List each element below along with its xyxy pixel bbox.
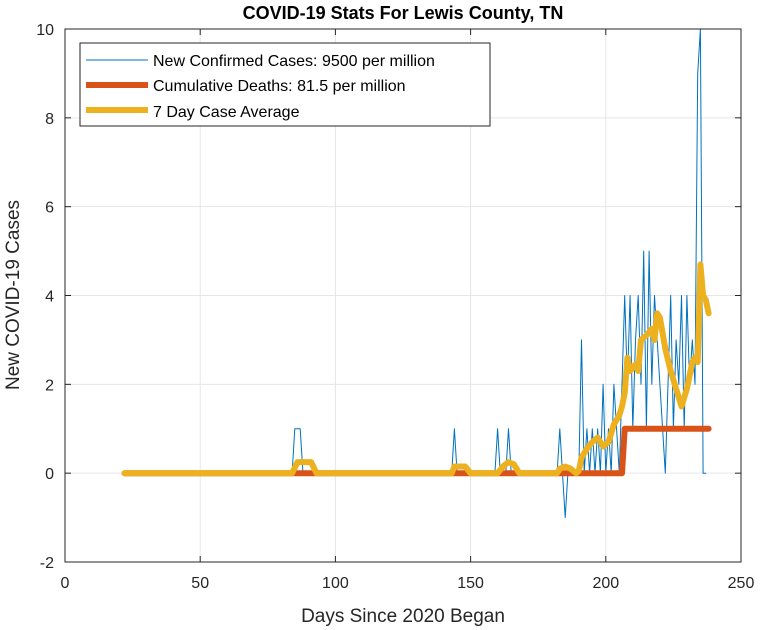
x-tick-label: 150 [457, 575, 484, 592]
legend: New Confirmed Cases: 9500 per million Cu… [79, 42, 491, 127]
chart-title: COVID-19 Stats For Lewis County, TN [243, 3, 564, 23]
series-7-day-average-line [121, 261, 712, 477]
y-tick-label: 10 [36, 22, 54, 39]
x-axis-label: Days Since 2020 Began [301, 606, 505, 627]
plot-lines [121, 28, 712, 519]
y-tick-label: 2 [45, 377, 54, 394]
y-tick-label: 6 [45, 200, 54, 217]
legend-label-new-cases: New Confirmed Cases: 9500 per million [153, 53, 435, 70]
y-tick-label: 0 [45, 466, 54, 483]
legend-label-cumulative-deaths: Cumulative Deaths: 81.5 per million [153, 78, 406, 95]
x-tick-label: 250 [728, 575, 755, 592]
y-tick-label: -2 [40, 555, 54, 572]
legend-label-7-day-average: 7 Day Case Average [153, 104, 300, 121]
ticks: 0 50 100 150 200 250 -2 0 2 4 6 8 10 [36, 22, 754, 592]
x-tick-label: 200 [592, 575, 619, 592]
x-tick-label: 0 [61, 575, 70, 592]
y-axis-label: New COVID-19 Cases [3, 200, 24, 390]
x-tick-label: 50 [191, 575, 209, 592]
y-tick-label: 8 [45, 111, 54, 128]
x-tick-label: 100 [322, 575, 349, 592]
y-tick-label: 4 [45, 289, 54, 306]
legend-box [79, 42, 491, 127]
